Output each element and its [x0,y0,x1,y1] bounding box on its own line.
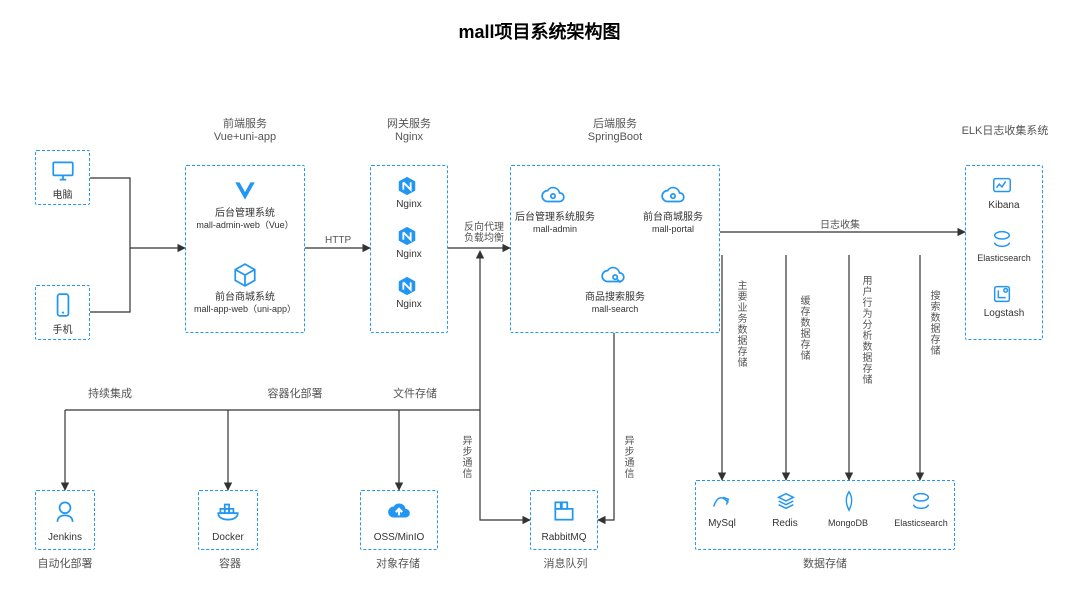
cloud-icon-1 [540,182,566,208]
es2-icon [910,490,932,512]
behavior-edgelabel: 用户行为分析数据存储 [860,275,871,385]
async2-edgelabel: 异步通信 [622,435,633,479]
backend-group-sub: SpringBoot [560,131,670,144]
mongodb-label: MongoDB [820,518,876,528]
objstore-label: 对象存储 [368,558,428,571]
redis-icon [775,490,797,512]
frontend-group-sub: Vue+uni-app [200,131,290,144]
kibana-label: Kibana [965,200,1043,212]
ci-label: 持续集成 [75,388,145,401]
kibana-icon [991,175,1013,197]
filestore-label: 文件存储 [385,388,445,401]
oss-label: OSS/MinIO [360,532,438,544]
mq-label: 消息队列 [538,558,593,571]
mall-admin-l1: 后台管理系统服务 [515,212,595,224]
logstash-label: Logstash [965,308,1043,320]
mall-admin-l2: mall-admin [515,224,595,234]
admin-web-l2: mall-admin-web（Vue） [188,220,302,230]
nginx-icon-1 [396,175,418,197]
elk-group-title: ELK日志收集系统 [950,125,1060,138]
nginx-icon-2 [396,225,418,247]
app-web-l2: mall-app-web（uni-app） [188,304,302,314]
frontend-group-title: 前端服务 [200,118,290,131]
rabbitmq-label: RabbitMQ [530,532,598,544]
nginx1-label: Nginx [370,199,448,211]
diagram-title: mall项目系统架构图 [0,18,1079,44]
cache-edgelabel: 缓存数据存储 [798,295,809,361]
log-edgelabel: 日志收集 [820,220,860,231]
app-web-l1: 前台商城系统 [188,292,302,304]
phone-label: 手机 [35,325,90,337]
oss-icon [386,498,412,524]
autodeploy-label: 自动化部署 [30,558,100,571]
vue-icon [232,178,258,204]
es-label: Elasticsearch [963,253,1045,263]
es-icon [991,228,1013,250]
nginx2-label: Nginx [370,249,448,261]
cloud-icon-2 [660,182,686,208]
es2-label: Elasticsearch [888,518,954,528]
nginx-icon-3 [396,275,418,297]
container-label: 容器化部署 [255,388,335,401]
async1-edgelabel: 异步通信 [460,435,471,479]
datastore-label: 数据存储 [795,558,855,571]
backend-group-title: 后端服务 [560,118,670,131]
search-edgelabel: 搜索数据存储 [928,290,939,356]
mall-search-l2: mall-search [575,304,655,314]
http-edgelabel: HTTP [325,235,351,246]
gateway-group-title: 网关服务 [365,118,453,131]
jenkins-label: Jenkins [35,532,95,544]
biz-edgelabel: 主要业务数据存储 [735,280,746,368]
monitor-icon [50,158,76,184]
mysql-icon [710,490,732,512]
redis-label: Redis [763,518,807,530]
jenkins-icon [52,498,78,524]
proxy-edgelabel: 反向代理 负载均衡 [460,222,508,244]
nginx3-label: Nginx [370,299,448,311]
gateway-group-sub: Nginx [365,131,453,144]
rabbitmq-icon [551,498,577,524]
admin-web-l1: 后台管理系统 [188,208,302,220]
mall-portal-l1: 前台商城服务 [633,212,713,224]
phone-icon [50,292,76,318]
cloud-icon-3 [600,262,626,288]
docker-icon [215,498,241,524]
containerlbl-label: 容器 [205,558,255,571]
mall-portal-l2: mall-portal [633,224,713,234]
mysql-label: MySql [700,518,744,530]
logstash-icon [991,283,1013,305]
mall-search-l1: 商品搜索服务 [575,292,655,304]
cube-icon [232,262,258,288]
pc-label: 电脑 [35,190,90,202]
mongodb-icon [838,490,860,512]
docker-label: Docker [198,532,258,544]
